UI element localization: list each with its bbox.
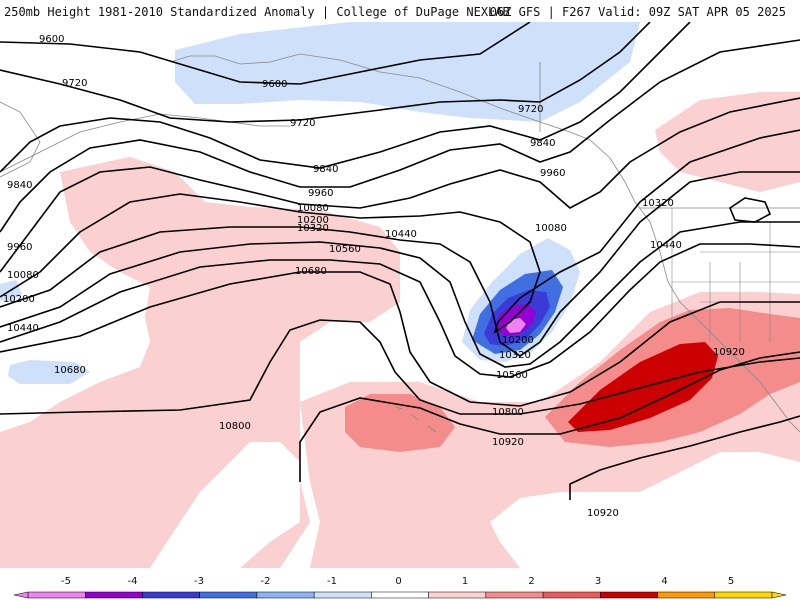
contour-label: 10800 <box>492 407 524 418</box>
contour-label: 9840 <box>530 138 555 149</box>
coastline-alaska <box>169 53 800 433</box>
contour-label: 10320 <box>499 350 531 361</box>
contour-10680 <box>0 271 800 407</box>
contour-label: 10080 <box>297 203 329 214</box>
colorbar-tick-label: -5 <box>61 576 71 587</box>
colorbar-segment <box>600 591 658 599</box>
contour-label: 10440 <box>385 229 417 240</box>
contour-label: 9720 <box>62 78 87 89</box>
colorbar-segment <box>199 591 258 599</box>
contour-label: 9600 <box>39 34 64 45</box>
contour-label: 10680 <box>295 266 327 277</box>
anomaly-positive-canada <box>655 92 800 192</box>
colorbar-tick-label: 4 <box>661 576 668 587</box>
contour-10440 <box>0 221 800 368</box>
contour-10320 <box>0 171 800 357</box>
contour-label: 10920 <box>492 437 524 448</box>
colorbar-tick-label: 0 <box>395 576 402 587</box>
contour-label: 10440 <box>7 323 39 334</box>
contour-10080 <box>0 97 800 273</box>
colorbar-tick-label: -4 <box>127 576 138 587</box>
contour-label: 10920 <box>587 508 619 519</box>
contour-9960 <box>0 39 800 233</box>
map-panel: 9600 9600 9720 9720 9720 9840 9840 9840 … <box>0 22 800 568</box>
contour-label: 9840 <box>313 164 338 175</box>
contour-label: 9840 <box>7 180 32 191</box>
contour-label: 9720 <box>518 104 543 115</box>
map-svg: 9600 9600 9720 9720 9720 9840 9840 9840 … <box>0 22 800 568</box>
contour-label: 10440 <box>650 240 682 251</box>
colorbar-min-arrow <box>13 591 29 599</box>
anomaly-negative-small-west <box>8 360 90 384</box>
contour-label: 9960 <box>7 242 32 253</box>
colorbar-tick-label: -2 <box>260 576 271 587</box>
colorbar-tick-label: 2 <box>528 576 535 587</box>
contour-9720 <box>0 22 651 123</box>
contour-10920-south <box>569 415 800 500</box>
contour-label: 10080 <box>7 270 39 281</box>
contour-label: 10200 <box>502 335 534 346</box>
contour-label: 9960 <box>540 168 565 179</box>
colorbar-segment <box>485 591 544 599</box>
colorbar-segment <box>371 591 429 599</box>
coastline-canada-border <box>539 62 800 209</box>
coastline-asia <box>0 101 41 178</box>
contour-closed-high <box>729 197 772 223</box>
colorbar-segment <box>657 591 716 599</box>
colorbar-segment <box>428 591 487 599</box>
contour-label: 10320 <box>297 223 329 234</box>
colorbar-segment <box>142 591 200 599</box>
colorbar-segment <box>256 591 315 599</box>
colorbar-tick-label: 1 <box>461 576 469 587</box>
contour-label: 10560 <box>329 244 361 255</box>
contour-label: 10800 <box>219 421 251 432</box>
contour-9840 <box>0 22 691 173</box>
colorbar-segment <box>542 591 601 599</box>
contour-label: 10560 <box>496 370 528 381</box>
contour-label: 10680 <box>54 365 86 376</box>
colorbar-tick-label: 5 <box>727 576 735 587</box>
contour-label: 10920 <box>713 347 745 358</box>
contour-label: 9960 <box>308 188 333 199</box>
colorbar-tick-label: 3 <box>594 576 602 587</box>
contour-label: 10080 <box>535 223 567 234</box>
colorbar-tick-label: -3 <box>194 576 204 587</box>
contour-label: 10200 <box>3 294 35 305</box>
contour-10560 <box>0 243 800 378</box>
colorbar-segment <box>27 591 86 599</box>
model-run-info: 06Z GFS | F267 Valid: 09Z SAT APR 05 202… <box>489 5 786 19</box>
hawaii-islands <box>395 406 437 433</box>
contour-10920 <box>299 351 800 482</box>
contour-label: 10200 <box>297 215 329 226</box>
colorbar <box>13 591 787 599</box>
header-bar: 250mb Height 1981-2010 Standardized Anom… <box>0 0 800 22</box>
contour-label: 9720 <box>290 118 315 129</box>
contour-9600 <box>0 22 531 85</box>
colorbar-max-arrow <box>771 591 787 599</box>
anomaly-negative-arctic <box>175 22 640 122</box>
contour-10800 <box>0 319 800 415</box>
map-title: 250mb Height 1981-2010 Standardized Anom… <box>4 5 510 19</box>
colorbar-segment <box>313 591 372 599</box>
contour-label: 9600 <box>262 79 287 90</box>
contour-10200 <box>0 129 800 334</box>
anomaly-positive-hawaii-2 <box>345 394 455 452</box>
colorbar-segment <box>84 591 143 599</box>
colorbar-tick-label: -1 <box>327 576 337 587</box>
contour-label: 10320 <box>642 198 674 209</box>
colorbar-segment <box>714 591 773 599</box>
